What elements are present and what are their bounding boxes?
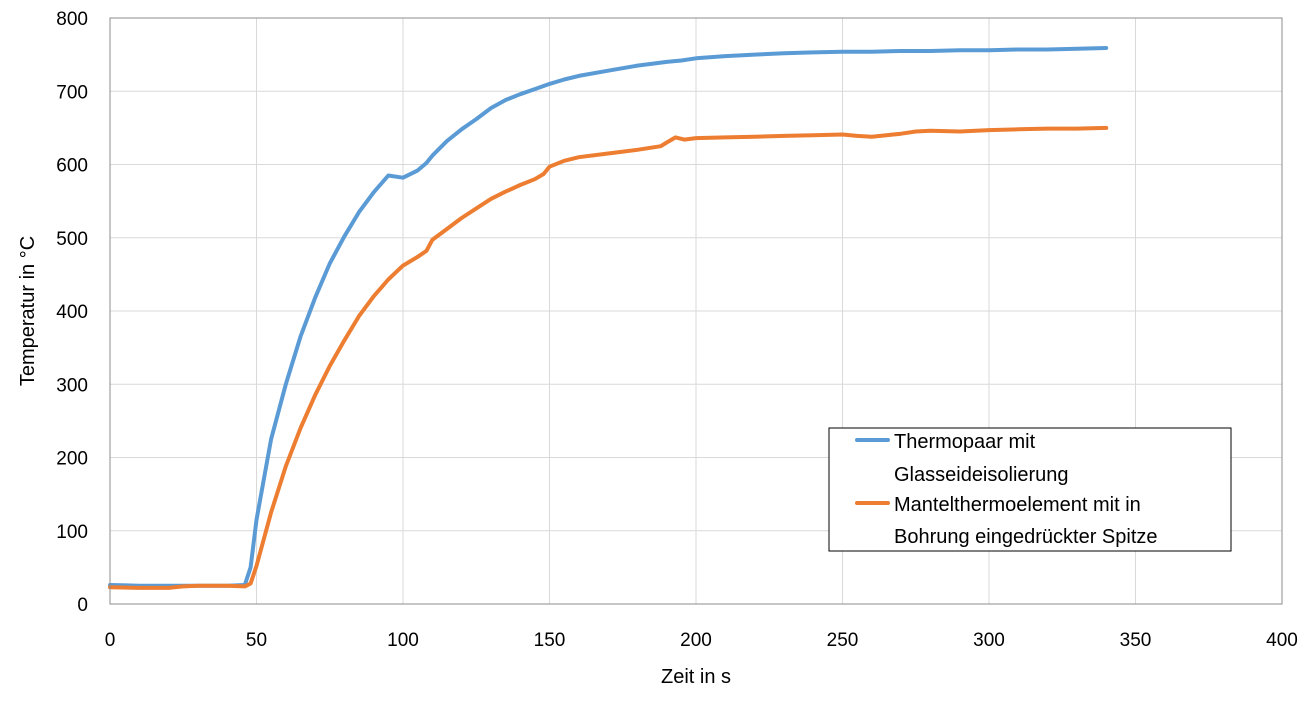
y-axis-ticks: 0 100 200 300 400 500 600 700 800 [56, 9, 88, 616]
series-line-1 [108, 46, 1109, 588]
y-tick-label: 100 [56, 522, 88, 543]
x-axis-title: Zeit in s [661, 666, 731, 688]
legend-label-series-2-line-1: Mantelthermoelement mit in [894, 494, 1141, 516]
x-tick-label: 50 [246, 630, 267, 651]
y-tick-label: 500 [56, 229, 88, 250]
x-tick-label: 100 [387, 630, 419, 651]
x-tick-label: 300 [973, 630, 1005, 651]
legend-box [828, 427, 1232, 552]
legend-label-series-1-line-2: Glasseideisolierung [894, 464, 1069, 486]
y-axis-title: Temperatur in °C [17, 236, 39, 386]
y-tick-label: 600 [56, 156, 88, 177]
series-layer [108, 46, 1109, 590]
series-line-2 [108, 125, 1109, 590]
x-axis-ticks: 0 50 100 150 200 250 300 350 400 [105, 630, 1298, 651]
y-tick-label: 0 [77, 595, 88, 616]
plot-area-border [109, 17, 1283, 605]
x-tick-label: 0 [105, 630, 116, 651]
legend: Thermopaar mit Glasseideisolierung Mante… [828, 427, 1232, 552]
x-tick-label: 350 [1120, 630, 1152, 651]
y-tick-label: 300 [56, 375, 88, 396]
y-tick-label: 700 [56, 82, 88, 103]
legend-label-series-1-line-1: Thermopaar mit [894, 431, 1036, 453]
legend-label-series-2-line-2: Bohrung eingedrückter Spitze [894, 526, 1158, 548]
x-tick-label: 400 [1266, 630, 1298, 651]
y-tick-label: 400 [56, 302, 88, 323]
y-tick-label: 200 [56, 449, 88, 470]
y-tick-label: 800 [56, 9, 88, 30]
x-tick-label: 200 [680, 630, 712, 651]
x-tick-label: 250 [827, 630, 859, 651]
x-tick-label: 150 [534, 630, 566, 651]
